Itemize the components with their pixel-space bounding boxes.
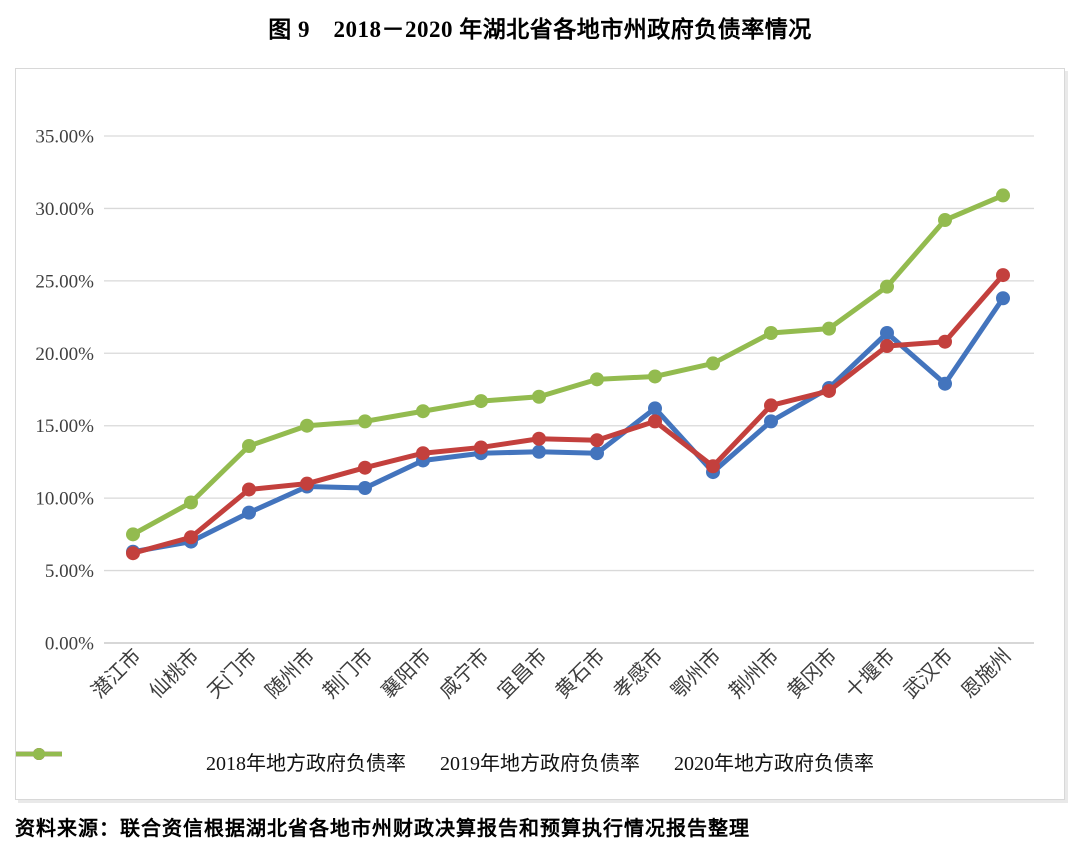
y-axis-tick-label: 5.00% (45, 561, 94, 582)
figure-title: 图 9 2018－2020 年湖北省各地市州政府负债率情况 (268, 17, 812, 42)
data-point (242, 438, 256, 453)
legend-dot (33, 748, 45, 760)
data-point (358, 460, 372, 475)
source-note: 资料来源：联合资信根据湖北省各地市州财政决算报告和预算执行情况报告整理 (15, 818, 750, 840)
data-point (126, 527, 140, 542)
legend-item-2019年地方政府负债率: 2019年地方政府负债率 (16, 747, 640, 776)
data-point (706, 356, 720, 371)
data-point (996, 268, 1010, 283)
legend-item-2020年地方政府负债率: 2020年地方政府负债率 (16, 747, 874, 776)
series-line (130, 272, 1006, 556)
data-point (532, 444, 546, 459)
legend-marker-icon (16, 748, 62, 760)
series-2019年地方政府负债率 (126, 268, 1010, 561)
x-axis-category-label: 潜江市 (87, 644, 146, 703)
data-point (764, 414, 778, 429)
data-point (532, 431, 546, 446)
debt-ratio-line-chart: 0.00% 5.00% 10.00% 15.00% 20.00% 25.00% 30.00%… (35, 127, 1034, 703)
y-axis-tick-label: 25.00% (35, 271, 94, 292)
data-point (590, 446, 604, 461)
y-axis-tick-label: 20.00% (35, 344, 94, 365)
data-point (764, 326, 778, 341)
x-axis-category-label: 十堰市 (841, 644, 900, 703)
legend-label: 2020年地方政府负债率 (674, 753, 874, 775)
y-axis-tick-label: 15.00% (35, 416, 94, 437)
x-axis-category-label: 孝感市 (609, 644, 668, 703)
data-point (300, 476, 314, 491)
data-point (822, 321, 836, 336)
data-point (822, 383, 836, 398)
data-point (938, 376, 952, 391)
x-axis-category-label: 鄂州市 (667, 644, 726, 703)
legend-item-2018年地方政府负债率: 2018年地方政府负债率 (16, 747, 406, 776)
series-line (130, 192, 1006, 537)
data-point (416, 404, 430, 419)
data-point (996, 188, 1010, 203)
data-point (938, 334, 952, 349)
x-axis-category-label: 咸宁市 (435, 644, 494, 703)
data-point (474, 440, 488, 455)
data-point (938, 213, 952, 228)
data-point (474, 394, 488, 409)
data-point (648, 414, 662, 429)
x-axis-category-label: 黄石市 (551, 644, 610, 703)
y-axis-tick-label: 30.00% (35, 199, 94, 220)
legend-label: 2018年地方政府负债率 (206, 753, 406, 775)
series-2018年地方政府负债率 (126, 291, 1010, 559)
data-point (184, 495, 198, 510)
data-point (996, 291, 1010, 306)
data-point (184, 530, 198, 545)
data-point (648, 401, 662, 416)
data-point (300, 418, 314, 433)
x-axis-category-label: 襄阳市 (377, 644, 436, 703)
chart-frame: 0.00% 5.00% 10.00% 15.00% 20.00% 25.00% 30.00%… (15, 68, 1065, 800)
x-axis-category-label: 荆门市 (319, 644, 378, 703)
data-point (416, 446, 430, 461)
series-2020年地方政府负债率 (126, 188, 1010, 542)
data-point (126, 546, 140, 561)
chart-legend: 2018年地方政府负债率 2019年地方政府负债率 2020年地方政府负债率 (16, 747, 1064, 776)
data-point (880, 339, 894, 354)
y-axis-tick-label: 35.00% (35, 127, 94, 148)
data-point (242, 482, 256, 497)
x-axis-category-label: 天门市 (203, 644, 262, 703)
data-point (590, 372, 604, 387)
series-line (130, 295, 1006, 555)
data-point (358, 414, 372, 429)
data-point (532, 389, 546, 404)
data-point (880, 326, 894, 341)
x-axis-category-label: 荆州市 (725, 644, 784, 703)
y-axis-tick-label: 0.00% (45, 634, 94, 655)
data-point (706, 459, 720, 474)
x-axis-category-label: 随州市 (261, 644, 320, 703)
data-point (648, 369, 662, 384)
x-axis-category-label: 宜昌市 (493, 644, 552, 703)
data-point (880, 279, 894, 294)
data-point (764, 398, 778, 413)
x-axis-category-label: 仙桃市 (145, 644, 204, 703)
x-axis-category-label: 黄冈市 (783, 644, 842, 703)
x-axis-category-label: 武汉市 (899, 644, 958, 703)
data-point (590, 433, 604, 448)
legend-label: 2019年地方政府负债率 (440, 753, 640, 775)
data-point (358, 481, 372, 496)
data-point (242, 505, 256, 520)
y-axis-tick-label: 10.00% (35, 489, 94, 510)
x-axis-category-label: 恩施州 (957, 644, 1016, 703)
